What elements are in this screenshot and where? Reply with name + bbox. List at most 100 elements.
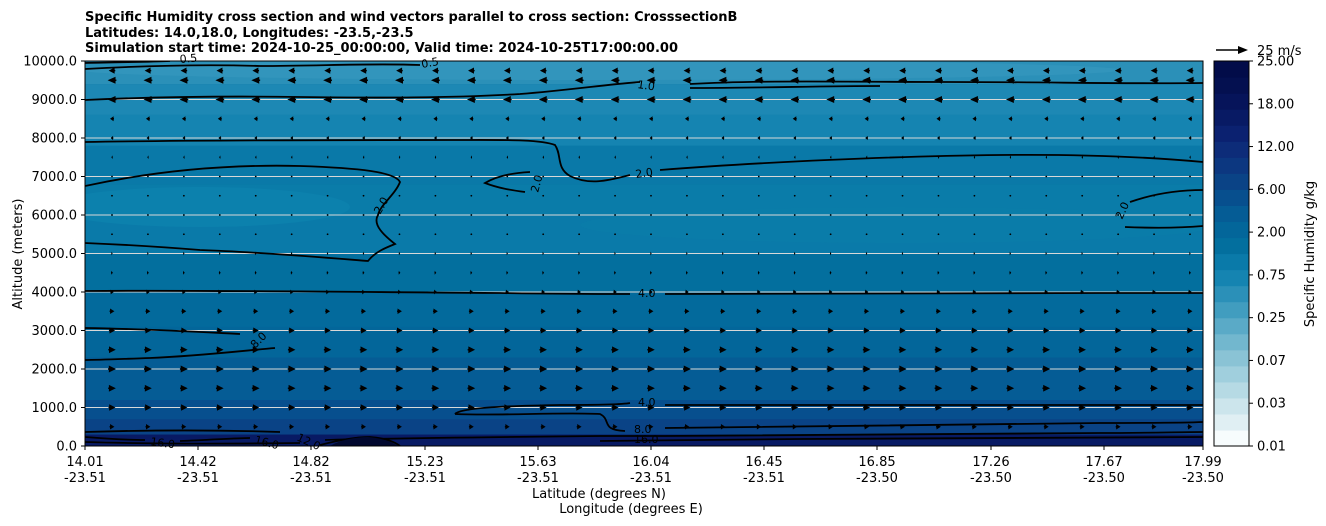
wind-vector	[1113, 76, 1123, 84]
colorbar-segment-20	[1214, 109, 1249, 126]
contour-0-5	[85, 63, 421, 70]
wind-vector	[538, 96, 548, 103]
wind-vector	[468, 308, 474, 314]
wind-vector	[111, 270, 113, 275]
wind-vector	[1006, 365, 1015, 373]
wind-vector	[290, 233, 293, 236]
wind-vector	[576, 327, 583, 334]
wind-vector	[218, 270, 221, 275]
wind-vector	[251, 346, 260, 354]
wind-vector	[1116, 135, 1120, 141]
wind-vector	[254, 175, 257, 178]
wind-vector	[431, 384, 440, 392]
wind-vector	[218, 289, 222, 295]
wind-vector	[254, 233, 257, 236]
wind-vector	[541, 289, 545, 295]
wind-vector	[253, 424, 259, 430]
wind-vector	[650, 251, 652, 256]
wind-vector	[143, 96, 153, 103]
wind-vector	[720, 424, 726, 430]
wind-vector	[183, 155, 185, 160]
x-tick-lat-5: 16.04	[632, 455, 669, 470]
wind-vector	[791, 67, 799, 74]
wind-vector	[1009, 270, 1012, 275]
wind-vector	[504, 327, 511, 334]
wind-vector	[254, 194, 257, 197]
wind-vector	[323, 96, 332, 103]
colorbar-segment-2	[1214, 397, 1249, 415]
wind-vector	[611, 67, 619, 74]
wind-vector	[326, 233, 329, 236]
wind-vector	[110, 289, 114, 295]
wind-vector	[685, 289, 689, 295]
humidity-band-3	[85, 357, 1203, 400]
wind-vector	[395, 384, 404, 392]
wind-vector	[1005, 76, 1015, 84]
wind-vector	[1152, 135, 1156, 141]
wind-vector	[182, 194, 185, 197]
wind-vector	[326, 251, 329, 256]
wind-vector	[251, 96, 261, 103]
colorbar-segment-4	[1214, 365, 1249, 383]
contour-1-0-b	[689, 85, 881, 89]
wind-vector	[682, 365, 691, 373]
wind-vector	[466, 76, 476, 84]
wind-vector	[324, 327, 331, 334]
colorbar-segment-8	[1214, 301, 1249, 319]
wind-vector	[359, 96, 368, 103]
wind-vector	[755, 327, 762, 334]
colorbar-tick-label-1: 0.03	[1257, 397, 1286, 412]
wind-vector	[182, 135, 186, 141]
wind-vector	[1043, 424, 1049, 430]
contour-label-1: 0.5	[179, 52, 198, 66]
wind-vector	[1189, 270, 1191, 275]
colorbar-segment-12	[1214, 237, 1249, 255]
contour-2-0-upper	[85, 139, 1203, 183]
wind-vector	[1045, 214, 1048, 216]
x-axis-label-lon: Longitude (degrees E)	[559, 502, 703, 517]
wind-vector	[790, 384, 799, 392]
wind-vector	[1042, 384, 1051, 392]
wind-vector	[1079, 308, 1085, 314]
wind-vector	[862, 346, 871, 354]
wind-vector	[218, 175, 221, 178]
wind-vector	[109, 308, 115, 314]
wind-vector	[181, 424, 187, 430]
wind-vector	[1114, 67, 1122, 74]
colorbar-tick-label-7: 12.00	[1257, 140, 1294, 155]
wind-vector	[541, 135, 545, 141]
quiver-key-arrow-head	[1238, 46, 1248, 54]
wind-vector	[218, 214, 221, 216]
wind-vector	[578, 251, 580, 256]
wind-vector	[469, 116, 474, 122]
x-tick-lon-9: -23.50	[1083, 471, 1125, 486]
wind-vector	[826, 384, 835, 392]
wind-vector	[111, 251, 113, 256]
wind-vector	[647, 327, 655, 334]
wind-vector	[216, 327, 223, 334]
wind-vector	[829, 175, 832, 178]
wind-vector	[1081, 194, 1084, 197]
contour-labels: 0.5 1.0 2.0 2.0 2.0 2.0 0.5 4.0 4.0 8.0 …	[150, 52, 1133, 454]
wind-vector	[791, 327, 798, 334]
wind-vector	[576, 424, 582, 430]
wind-vector	[179, 365, 188, 373]
wind-vector	[900, 289, 905, 295]
wind-vector	[865, 251, 868, 256]
wind-vector	[143, 76, 153, 84]
colorbar-frame	[1213, 60, 1250, 447]
wind-vector	[144, 346, 152, 354]
wind-vector	[506, 233, 509, 236]
wind-vector	[1150, 384, 1158, 392]
wind-vector	[1006, 384, 1015, 392]
wind-vector	[1080, 289, 1084, 295]
wind-vector	[395, 404, 403, 411]
contour-8-0-upper	[85, 327, 276, 361]
wind-vector	[937, 251, 940, 256]
wind-vector	[287, 96, 297, 103]
wind-vector	[288, 327, 295, 334]
wind-vector	[181, 308, 187, 314]
wind-vector	[1153, 270, 1155, 275]
wind-vector	[506, 214, 509, 216]
wind-vector	[576, 308, 582, 314]
